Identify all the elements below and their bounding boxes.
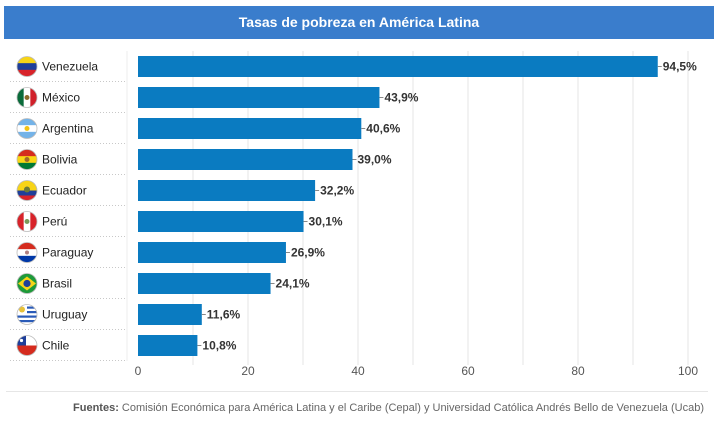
category-label: Paraguay [42, 246, 93, 260]
x-axis: 0 20 40 60 80 100 [135, 364, 699, 378]
footer-divider [6, 391, 708, 392]
category-label: Chile [42, 339, 70, 353]
bar [138, 304, 202, 325]
value-label: 10,8% [202, 339, 236, 353]
bar [138, 242, 286, 263]
x-tick-label: 60 [461, 364, 475, 378]
venezuela-flag-icon [16, 56, 38, 77]
value-label: 26,9% [291, 246, 325, 260]
brazil-flag-icon [16, 273, 38, 294]
category-label: Argentina [42, 122, 94, 136]
chart-title: Tasas de pobreza en América Latina [238, 14, 480, 30]
category-label: Bolivia [42, 153, 78, 167]
value-label: 24,1% [276, 277, 310, 291]
paraguay-flag-icon [16, 242, 38, 263]
value-label: 43,9% [384, 91, 418, 105]
source-text: Comisión Económica para América Latina y… [121, 402, 704, 414]
value-label: 40,6% [366, 122, 400, 136]
ecuador-flag-icon [16, 180, 38, 201]
bars: 94,5% 43,9% 40,6% 39,0% 32,2% 30,1% 26,9% 24,1%… [138, 56, 697, 356]
bar-chart: Venezuela México Argentina Bolivia Ecuador Pe… [10, 51, 699, 378]
bar [138, 335, 198, 356]
chart-title-bar: Tasas de pobreza en América Latina [4, 6, 714, 39]
argentina-flag-icon [16, 118, 38, 139]
bar [138, 87, 380, 108]
value-label: 11,6% [207, 308, 241, 322]
category-label: Perú [42, 215, 67, 229]
x-tick-label: 0 [135, 364, 142, 378]
value-label: 94,5% [663, 60, 697, 74]
chile-flag-icon [16, 335, 38, 356]
gridlines [126, 51, 689, 365]
bar [138, 273, 271, 294]
bar [138, 56, 658, 77]
bar [138, 149, 353, 170]
category-label: Uruguay [42, 308, 87, 322]
bar [138, 211, 304, 232]
bar [138, 118, 362, 139]
value-label: 32,2% [320, 184, 354, 198]
bolivia-flag-icon [16, 149, 38, 170]
category-label: México [42, 91, 80, 105]
source-label: Fuentes: [73, 402, 119, 414]
value-label: 30,1% [309, 215, 343, 229]
x-tick-label: 20 [241, 364, 255, 378]
category-label: Brasil [42, 277, 72, 291]
x-tick-label: 40 [351, 364, 365, 378]
uruguay-flag-icon [16, 304, 38, 325]
mexico-flag-icon [16, 87, 38, 108]
category-label: Venezuela [42, 60, 98, 74]
peru-flag-icon [16, 211, 38, 232]
category-label: Ecuador [42, 184, 87, 198]
x-tick-label: 100 [678, 364, 698, 378]
x-tick-label: 80 [571, 364, 585, 378]
category-rows: Venezuela México Argentina Bolivia Ecuador Pe… [10, 56, 125, 361]
source-footer: Fuentes: Comisión Económica para América… [0, 402, 718, 414]
bar [138, 180, 316, 201]
value-label: 39,0% [358, 153, 392, 167]
